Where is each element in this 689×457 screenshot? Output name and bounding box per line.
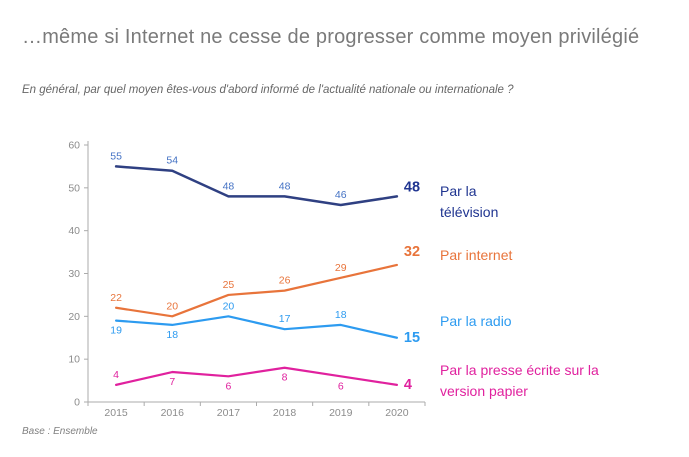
x-tick-label: 2020 [385, 407, 409, 419]
base-note: Base : Ensemble [22, 426, 98, 437]
data-label: 6 [338, 380, 344, 392]
y-tick-label: 50 [68, 182, 80, 194]
data-label: 6 [225, 380, 231, 392]
series-1: 22 20 25 26 29 32 [110, 244, 420, 318]
data-label: 19 [110, 325, 122, 337]
x-tick-label: 2017 [217, 407, 241, 419]
legend-radio: Par la radio [440, 313, 512, 329]
legend-internet: Par internet [440, 247, 513, 263]
y-tick-label: 10 [68, 354, 80, 366]
series-3: 4 7 6 8 6 4 [113, 366, 412, 393]
legend-television: Par la télévision [440, 183, 499, 220]
end-data-label: 15 [404, 330, 420, 346]
data-label: 20 [223, 300, 235, 312]
data-label: 4 [113, 369, 119, 381]
page-title: …même si Internet ne cesse de progresser… [22, 26, 640, 48]
survey-question: En général, par quel moyen êtes-vous d'a… [22, 84, 514, 96]
data-label: 54 [166, 155, 178, 167]
data-label: 17 [279, 313, 291, 325]
y-tick-label: 20 [68, 311, 80, 323]
series-0: 55 54 48 48 46 48 [110, 150, 420, 207]
x-tick-label: 2016 [161, 407, 185, 419]
y-tick-label: 0 [74, 397, 80, 409]
end-data-label: 4 [404, 377, 412, 393]
x-tick-label: 2019 [329, 407, 353, 419]
y-tick-label: 60 [68, 140, 80, 152]
data-label: 18 [335, 309, 347, 321]
data-label: 55 [110, 150, 122, 162]
data-label: 8 [282, 372, 288, 384]
y-tick-label: 30 [68, 268, 80, 280]
end-data-label: 32 [404, 244, 420, 260]
data-label: 48 [279, 180, 291, 192]
data-label: 22 [110, 292, 122, 304]
y-tick-label: 40 [68, 225, 80, 237]
x-tick-label: 2018 [273, 407, 297, 419]
data-label: 29 [335, 262, 347, 274]
series-2: 19 18 20 17 18 15 [110, 300, 420, 345]
data-label: 48 [223, 180, 235, 192]
data-label: 7 [169, 376, 175, 388]
data-label: 25 [223, 279, 235, 291]
end-data-label: 48 [404, 179, 420, 195]
data-label: 20 [166, 300, 178, 312]
data-label: 18 [166, 329, 178, 341]
data-label: 46 [335, 189, 347, 201]
legend-presse-papier: Par la presse écrite sur la version papi… [440, 362, 599, 399]
x-tick-label: 2015 [104, 407, 128, 419]
data-label: 26 [279, 275, 291, 287]
